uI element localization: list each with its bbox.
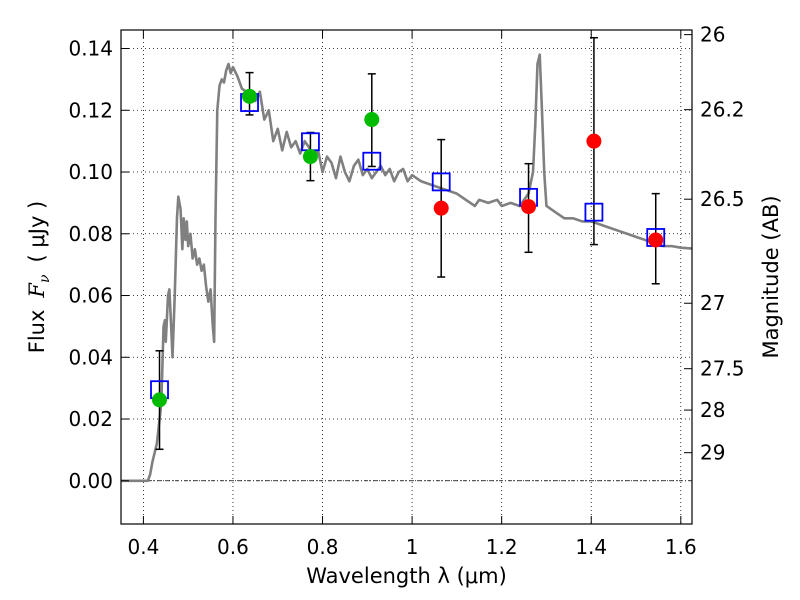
data-point-green (152, 392, 168, 408)
x-tick-label: 1 (406, 535, 419, 559)
axis-ticks: 0.4 0.6 0.8 1 1.2 1.4 1.6 0.00 0.02 0.04 0.06 0.08 0… (68, 23, 744, 559)
data-point-red (521, 199, 537, 215)
y-axis-label-subscript: ν (37, 274, 53, 283)
data-markers (150, 88, 666, 408)
data-point-square (431, 172, 451, 192)
x-tick-label: 0.6 (217, 535, 249, 559)
y2-tick-label: 27.5 (700, 357, 745, 381)
y-tick-label: 0.10 (68, 160, 113, 184)
spectrum-line (121, 53, 693, 483)
data-point-red (648, 232, 664, 248)
y2-tick-label: 27 (700, 291, 725, 315)
y2-tick-label: 28 (700, 398, 725, 422)
data-point-green (302, 149, 318, 165)
y-tick-label: 0.14 (68, 37, 113, 61)
y2-tick-label: 26.2 (700, 98, 745, 122)
error-bars (155, 36, 660, 451)
y2-tick-label: 26.5 (700, 187, 745, 211)
y-axis-label-text: Flux (25, 310, 49, 354)
plot-frame (120, 29, 693, 525)
y2-axis-label: Magnitude (AB) (759, 195, 783, 358)
y2-tick-label: 29 (700, 441, 725, 465)
data-point-red (433, 200, 449, 216)
y-tick-label: 0.06 (68, 284, 113, 308)
y-axis-label-unit: ( μJy ) (25, 201, 49, 263)
x-axis-label: Wavelength λ (μm) (306, 564, 507, 588)
y-tick-label: 0.04 (68, 345, 113, 369)
x-tick-label: 0.4 (127, 535, 159, 559)
model-spectrum (121, 53, 693, 483)
y-tick-label: 0.12 (68, 98, 113, 122)
y-axis-label: Flux Fν ( μJy ) (25, 201, 53, 353)
x-tick-label: 1.2 (486, 535, 518, 559)
data-point-red (586, 133, 602, 149)
y-axis-label-symbol: F (25, 282, 49, 299)
y-tick-label: 0.00 (68, 469, 113, 493)
y2-tick-label: 26 (700, 23, 725, 47)
grid-lines (121, 30, 692, 524)
y-tick-label: 0.08 (68, 222, 113, 246)
y-tick-label: 0.02 (68, 407, 113, 431)
data-point-green (364, 112, 380, 128)
x-tick-label: 1.6 (665, 535, 697, 559)
data-point-square (362, 151, 382, 171)
x-tick-label: 1.4 (575, 535, 607, 559)
data-point-green (242, 88, 258, 104)
data-point-square (584, 202, 604, 222)
x-tick-label: 0.8 (307, 535, 339, 559)
